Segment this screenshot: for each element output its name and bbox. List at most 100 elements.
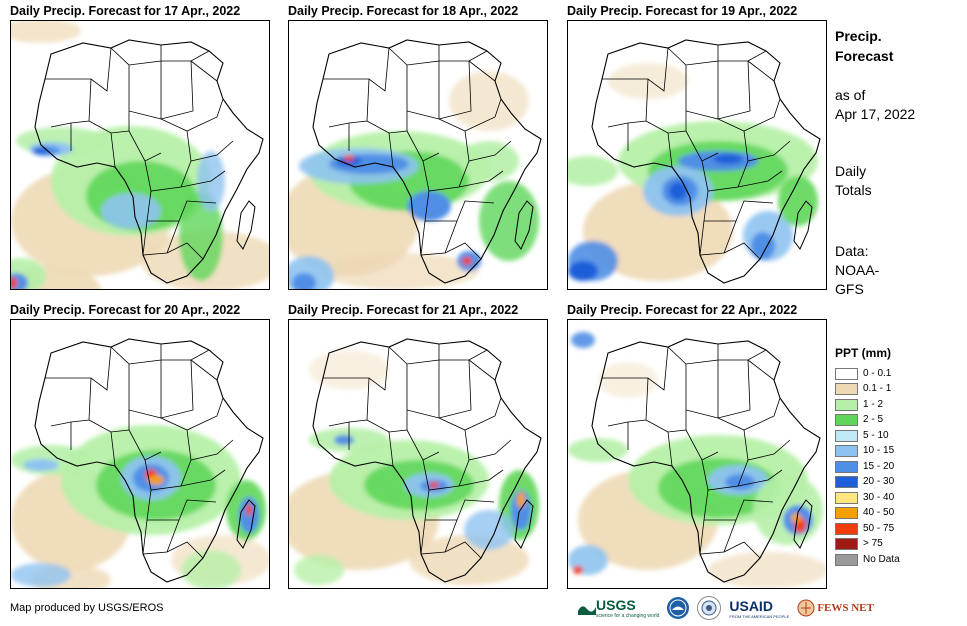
legend-item: 50 - 75 [835, 521, 900, 537]
legend-label: 40 - 50 [863, 507, 895, 519]
precip-area [23, 459, 59, 471]
country-border [190, 359, 218, 381]
precip-area [11, 445, 91, 475]
country-border [366, 410, 408, 433]
legend-swatch [835, 383, 858, 396]
precip-area [571, 332, 595, 348]
usgs-wave-icon [578, 606, 596, 615]
africa-precip-map [568, 39, 821, 284]
country-border [699, 220, 737, 256]
precip-area [462, 257, 472, 265]
madagascar-outline [236, 499, 256, 549]
precip-area [292, 273, 316, 289]
legend-item: 5 - 10 [835, 428, 900, 444]
country-border [160, 98, 224, 132]
legend-label: 30 - 40 [863, 491, 895, 503]
legend-swatch [835, 398, 858, 411]
legend-item: 15 - 20 [835, 459, 900, 475]
country-border [142, 519, 180, 555]
legend: 0 - 0.1 0.1 - 1 1 - 2 2 - 5 5 - 10 10 - 15 15 … [835, 366, 900, 568]
country-border [667, 45, 719, 66]
precip-area [725, 474, 755, 490]
country-border [743, 130, 791, 162]
country-border [701, 160, 749, 192]
panel-title: Daily Precip. Forecast for 21 Apr., 2022 [288, 303, 519, 317]
country-border [328, 377, 370, 427]
fews-net-wordmark: FEWS NET [817, 602, 874, 614]
precip-map [10, 319, 270, 589]
fews-net-logo: FEWS NET [797, 599, 874, 617]
precip-area [179, 191, 223, 281]
country-border [50, 78, 92, 128]
country-border [186, 429, 234, 461]
country-border [128, 61, 162, 120]
country-border [602, 47, 669, 92]
country-border [422, 459, 470, 491]
country-border [699, 519, 737, 555]
country-border [422, 160, 470, 192]
africa-precip-map [11, 21, 269, 289]
precip-area [568, 261, 598, 281]
country-border [166, 541, 204, 559]
precip-map [567, 20, 827, 290]
legend-item: 10 - 15 [835, 444, 900, 460]
africa-coastline [34, 338, 264, 583]
precip-map [10, 20, 270, 290]
country-border [723, 242, 761, 260]
country-border [439, 50, 488, 62]
country-border [607, 377, 649, 427]
country-border [366, 111, 408, 134]
fews-globe-icon [797, 599, 815, 617]
precip-field [289, 350, 539, 585]
legend-item: 0.1 - 1 [835, 382, 900, 398]
country-border [468, 359, 496, 381]
legend-item: 1 - 2 [835, 397, 900, 413]
africa-precip-map [289, 39, 542, 289]
country-border [717, 359, 751, 419]
legend-label: 1 - 2 [863, 398, 884, 410]
precip-area [791, 513, 801, 523]
usgs-tagline: science for a changing world [596, 613, 660, 619]
country-border [160, 359, 194, 419]
legend-swatch [835, 460, 858, 473]
africa-coastline [312, 39, 542, 284]
country-border [388, 344, 440, 365]
daily-totals-label: Daily Totals [835, 162, 872, 200]
country-border [180, 170, 226, 188]
panel-title: Daily Precip. Forecast for 18 Apr., 2022 [288, 4, 519, 18]
precip-field [289, 71, 539, 289]
africa-precip-map [568, 332, 826, 588]
country-border [70, 422, 116, 467]
panel-title: Daily Precip. Forecast for 19 Apr., 2022 [567, 4, 798, 18]
legend-label: 2 - 5 [863, 414, 884, 426]
legend-item: 0 - 0.1 [835, 366, 900, 382]
precip-area [319, 253, 479, 289]
usgs-logo: USGS science for a changing world [578, 597, 659, 619]
legend-swatch [835, 414, 858, 427]
country-border [161, 349, 210, 361]
legend-item: No Data [835, 552, 900, 568]
legend-item: > 75 [835, 537, 900, 553]
legend-label: 15 - 20 [863, 460, 895, 472]
legend-item: 2 - 5 [835, 413, 900, 429]
legend-label: > 75 [863, 538, 883, 550]
country-border [607, 78, 649, 128]
precip-field [568, 63, 818, 281]
country-border [464, 130, 512, 162]
legend-swatch [835, 445, 858, 458]
country-border [420, 519, 458, 555]
country-border [701, 459, 749, 491]
precip-area [459, 141, 519, 181]
as-of-date: as of Apr 17, 2022 [835, 86, 915, 124]
precip-area [429, 482, 439, 488]
country-border [160, 397, 224, 431]
country-border [144, 160, 192, 192]
country-border [717, 397, 781, 431]
nasa-seal-icon [697, 596, 722, 620]
usaid-logo: USAID FROM THE AMERICAN PEOPLE [729, 598, 789, 619]
legend-item: 20 - 30 [835, 475, 900, 491]
country-border [88, 111, 130, 134]
precip-area [181, 550, 241, 588]
country-border [723, 541, 761, 559]
precip-area [751, 232, 775, 260]
